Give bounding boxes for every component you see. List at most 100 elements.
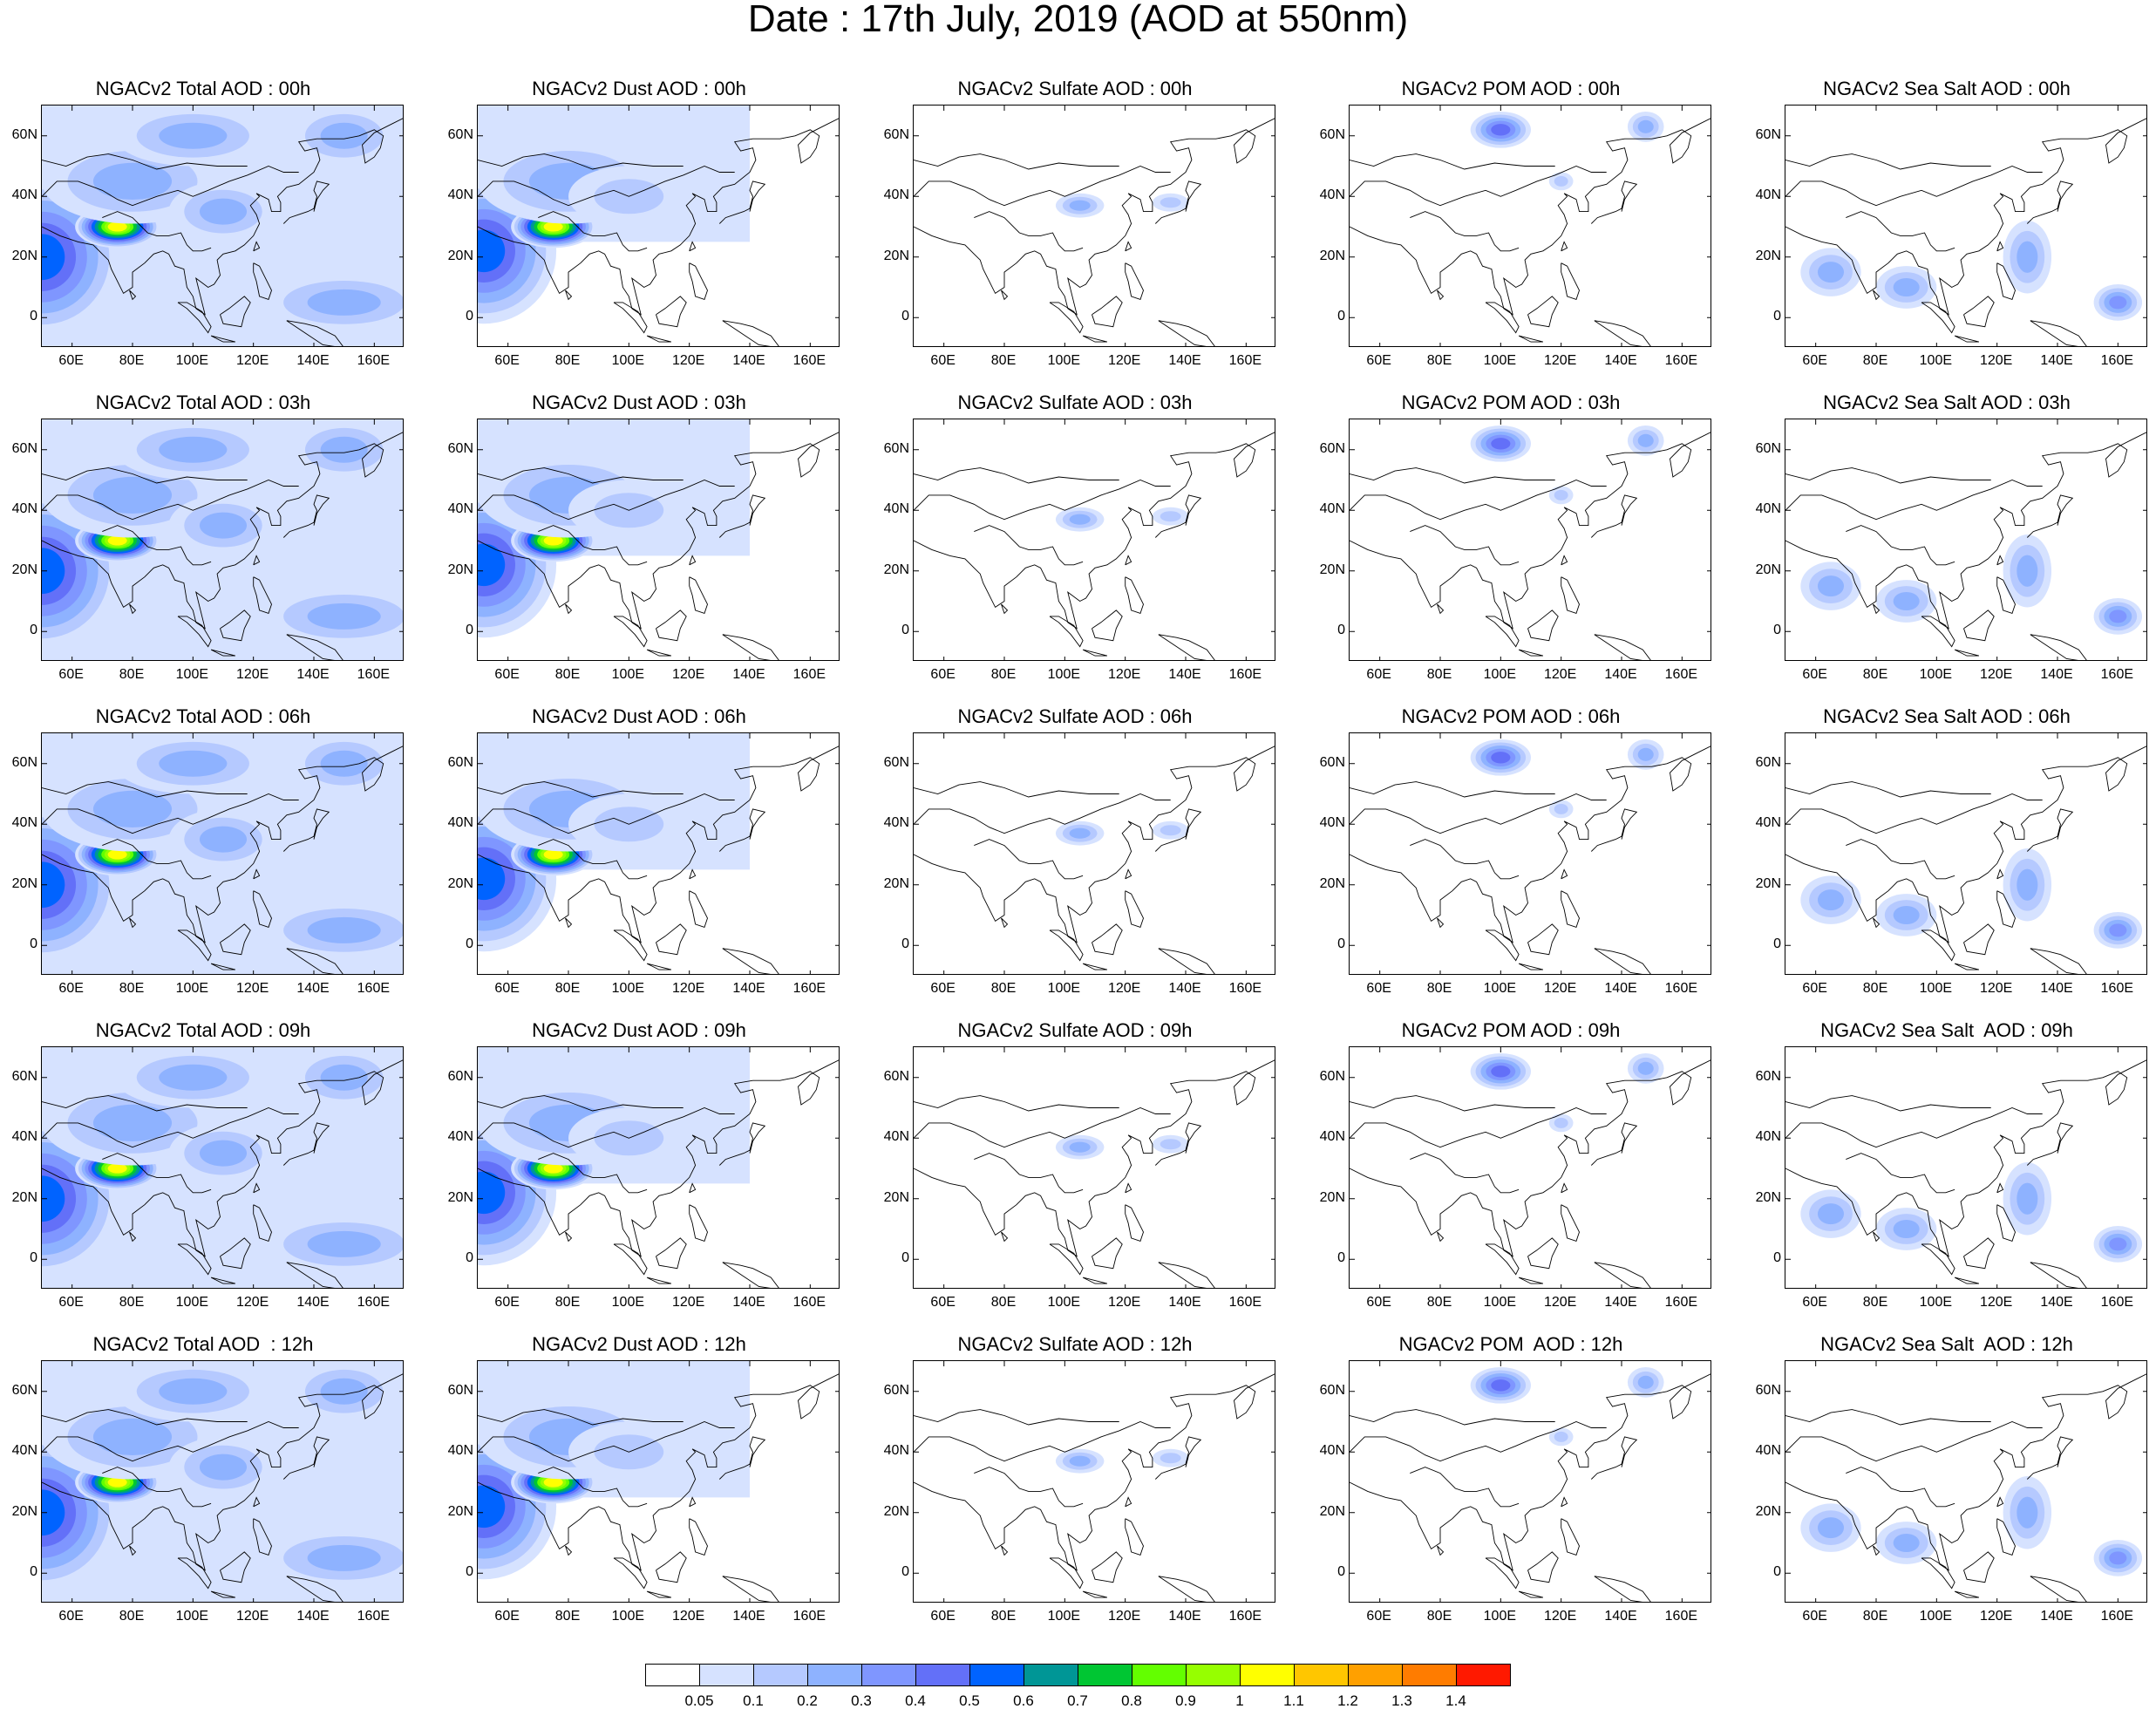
panel-title: NGACv2 Total AOD : 12h (92, 1333, 314, 1355)
x-tick-label: 140E (2040, 1295, 2073, 1310)
y-tick-label: 0 (30, 623, 37, 638)
coastline (210, 1590, 236, 1598)
coastline (914, 1059, 1275, 1257)
coastline (478, 793, 735, 834)
coastline (210, 649, 236, 657)
coastline (1963, 1237, 1995, 1270)
coastline (478, 746, 839, 943)
y-tick-label: 40N (883, 1443, 909, 1459)
colorbar-label: 0.7 (1067, 1692, 1088, 1709)
aod-contour-total (92, 162, 173, 200)
coastline (565, 289, 573, 301)
x-tick-label: 120E (671, 353, 705, 368)
aod-contour-pom (1637, 1375, 1654, 1389)
aod-map-svg (478, 106, 839, 346)
aod-contour-pom (1554, 1117, 1568, 1128)
map-panel-seasalt-1: NGACv2 Sea Salt AOD : 03h 60N 40N 20N 0 60E 80… (1746, 392, 2147, 689)
y-tick-label: 60N (1755, 440, 1781, 456)
map-plot-area (477, 732, 840, 975)
aod-contour-total (307, 916, 381, 943)
coastline (1561, 1182, 1568, 1194)
coastline (1350, 793, 1607, 834)
aod-map-svg (914, 1047, 1275, 1288)
coastline (478, 1409, 684, 1426)
y-tick-label: 20N (1755, 1189, 1781, 1205)
coastline (1158, 634, 1215, 660)
coastline (914, 467, 1119, 484)
coastline (538, 1153, 648, 1194)
aod-contour-total (107, 221, 127, 232)
coastline (1785, 746, 2146, 943)
panel-title: NGACv2 Total AOD : 06h (95, 705, 311, 727)
coastline (1921, 302, 1955, 334)
aod-map-svg (478, 1361, 839, 1602)
coastline (1437, 1545, 1445, 1556)
aod-contour-total (92, 1104, 173, 1141)
coastline (722, 320, 779, 346)
y-tick-label: 20N (1319, 562, 1345, 577)
coastline (1873, 917, 1881, 929)
x-tick-label: 60E (1366, 1609, 1391, 1624)
coastline (102, 211, 212, 252)
coastline (718, 1122, 766, 1166)
map-plot-area (913, 732, 1275, 975)
x-tick-label: 160E (1664, 1295, 1698, 1310)
aod-contour-total (320, 750, 368, 777)
aod-contour-total (199, 1454, 248, 1481)
coastline (1921, 1243, 1955, 1276)
aod-contour-pom (1491, 1379, 1511, 1392)
x-tick-label: 160E (1664, 981, 1698, 996)
coastline (1785, 432, 2146, 630)
coastline (42, 1059, 403, 1257)
x-tick-label: 60E (1366, 981, 1391, 996)
aod-contour-dust (478, 229, 506, 273)
coastline (1873, 1545, 1881, 1556)
coastline (1561, 576, 1580, 614)
coastline (1350, 480, 1607, 521)
x-tick-label: 60E (1366, 353, 1391, 368)
y-tick-label: 40N (11, 187, 37, 203)
x-tick-label: 60E (1802, 667, 1827, 682)
y-tick-label: 20N (883, 1503, 909, 1519)
coastline (1350, 118, 1711, 316)
coastline (177, 1557, 212, 1590)
panel-title: NGACv2 Sulfate AOD : 09h (957, 1019, 1193, 1041)
x-tick-label: 160E (2100, 1609, 2134, 1624)
map-panel-pom-0: NGACv2 POM AOD : 00h 60N 40N 20N 0 60E 80E 100E… (1310, 78, 1711, 375)
coastline (1963, 609, 1995, 642)
map-plot-area (913, 105, 1275, 347)
coastline (1410, 839, 1520, 880)
coastline (974, 1153, 1084, 1194)
map-plot-area (913, 1046, 1275, 1289)
panel-title: NGACv2 POM AOD : 06h (1401, 705, 1621, 727)
y-tick-label: 0 (1773, 623, 1781, 638)
map-panel-dust-2: NGACv2 Dust AOD : 06h 60N 40N 20N 0 60E 80E 100… (439, 706, 840, 1003)
coastline (286, 1576, 343, 1602)
coastline (1561, 1518, 1580, 1556)
y-tick-label: 40N (447, 1129, 473, 1145)
y-tick-label: 20N (883, 562, 909, 577)
coastline (2030, 320, 2087, 346)
x-tick-label: 80E (1426, 1609, 1452, 1624)
aod-contour-total (307, 1230, 381, 1257)
colorbar-swatch (1240, 1664, 1295, 1686)
map-panel-sulfate-2: NGACv2 Sulfate AOD : 06h 60N 40N 20N 0 60E 80E… (874, 706, 1275, 1003)
x-tick-label: 160E (1228, 667, 1262, 682)
coastline (1049, 302, 1084, 334)
aod-contour-dust (478, 857, 506, 901)
aod-contour-seasalt (2109, 923, 2127, 937)
aod-contour-total (42, 548, 65, 595)
x-tick-label: 60E (1802, 1609, 1827, 1624)
coastline (286, 948, 343, 974)
map-panel-sulfate-0: NGACv2 Sulfate AOD : 00h 60N 40N 20N 0 60E 80E… (874, 78, 1275, 375)
map-plot-area (1349, 1360, 1711, 1603)
y-tick-label: 0 (1337, 1564, 1345, 1580)
aod-map-svg (1350, 1047, 1711, 1288)
coastline (1082, 1277, 1108, 1284)
coastline (689, 576, 708, 614)
coastline (478, 781, 684, 798)
x-tick-label: 140E (1604, 981, 1637, 996)
colorbar-swatch (1402, 1664, 1457, 1686)
coastline (1082, 1590, 1108, 1598)
map-plot-area (477, 1046, 840, 1289)
